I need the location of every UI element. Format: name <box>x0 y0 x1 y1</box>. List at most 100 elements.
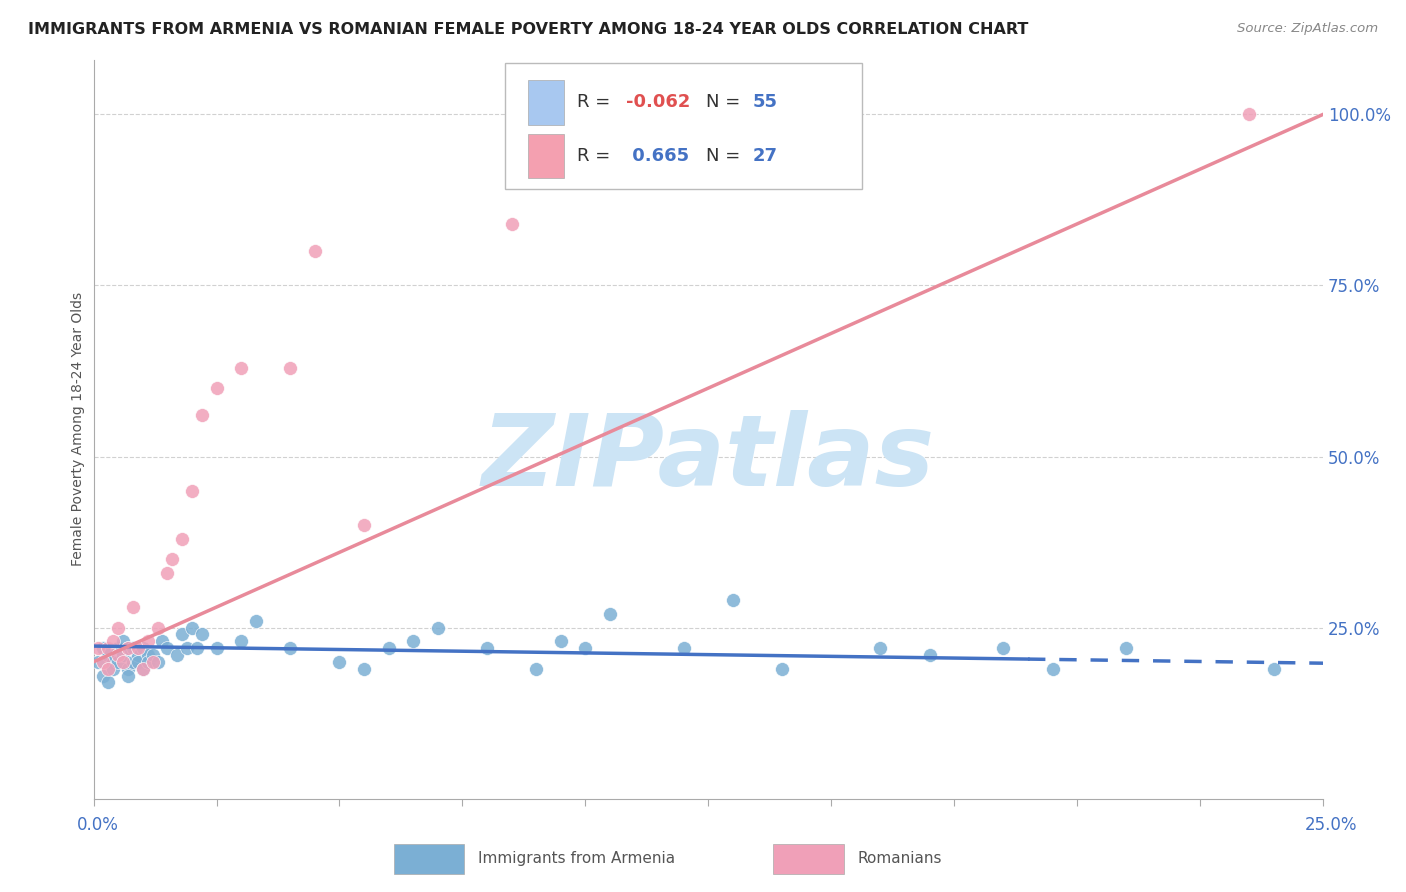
Text: R =: R = <box>576 94 616 112</box>
Bar <box>527 134 564 178</box>
Point <box>117 668 139 682</box>
Point <box>97 648 120 662</box>
Point <box>107 641 129 656</box>
Point <box>122 600 145 615</box>
Point <box>142 648 165 662</box>
Point <box>93 641 115 656</box>
Point <box>117 641 139 656</box>
Point <box>127 641 149 656</box>
Point <box>524 662 547 676</box>
Point <box>103 634 125 648</box>
Point <box>122 655 145 669</box>
Text: 55: 55 <box>752 94 778 112</box>
Point <box>191 627 214 641</box>
Point <box>501 217 523 231</box>
Point <box>475 641 498 656</box>
Point <box>97 675 120 690</box>
Point <box>132 662 155 676</box>
FancyBboxPatch shape <box>506 63 862 189</box>
Point <box>87 641 110 656</box>
Point <box>1239 107 1261 121</box>
Point <box>205 381 228 395</box>
Point <box>152 634 174 648</box>
Y-axis label: Female Poverty Among 18-24 Year Olds: Female Poverty Among 18-24 Year Olds <box>72 292 86 566</box>
Point <box>426 621 449 635</box>
Point <box>245 614 267 628</box>
Point <box>112 648 135 662</box>
Point <box>1263 662 1285 676</box>
Text: 25.0%: 25.0% <box>1305 816 1357 834</box>
Point <box>112 655 135 669</box>
Text: Romanians: Romanians <box>858 851 942 865</box>
Point <box>156 566 179 580</box>
Point <box>993 641 1015 656</box>
Point <box>402 634 425 648</box>
Point <box>181 621 204 635</box>
Point <box>328 655 350 669</box>
Text: N =: N = <box>706 94 747 112</box>
Point <box>132 641 155 656</box>
Point <box>107 648 129 662</box>
Point <box>103 655 125 669</box>
Text: N =: N = <box>706 146 747 165</box>
Point <box>146 621 169 635</box>
Point <box>132 662 155 676</box>
Text: -0.062: -0.062 <box>626 94 690 112</box>
Point <box>103 662 125 676</box>
Point <box>127 655 149 669</box>
Text: 0.665: 0.665 <box>626 146 689 165</box>
Point <box>229 360 252 375</box>
Point <box>122 641 145 656</box>
Point <box>136 634 159 648</box>
Bar <box>527 80 564 125</box>
Point <box>142 655 165 669</box>
Text: Immigrants from Armenia: Immigrants from Armenia <box>478 851 675 865</box>
Point <box>97 662 120 676</box>
Point <box>1115 641 1137 656</box>
Point <box>93 655 115 669</box>
Point <box>162 552 184 566</box>
Point <box>918 648 941 662</box>
Text: Source: ZipAtlas.com: Source: ZipAtlas.com <box>1237 22 1378 36</box>
Point <box>146 655 169 669</box>
Point <box>156 641 179 656</box>
Point <box>353 518 375 533</box>
Point <box>770 662 793 676</box>
Point <box>176 641 198 656</box>
Point <box>136 648 159 662</box>
Text: 27: 27 <box>752 146 778 165</box>
Point <box>721 593 744 607</box>
Point <box>93 668 115 682</box>
Point <box>186 641 208 656</box>
Point <box>672 641 695 656</box>
Point <box>107 655 129 669</box>
Point <box>1042 662 1064 676</box>
Point <box>181 483 204 498</box>
Point <box>87 655 110 669</box>
Point <box>205 641 228 656</box>
Point <box>869 641 891 656</box>
Point <box>107 621 129 635</box>
Point <box>127 648 149 662</box>
Point <box>229 634 252 648</box>
Point <box>172 627 194 641</box>
Point <box>172 532 194 546</box>
Point <box>550 634 572 648</box>
Point <box>353 662 375 676</box>
Point <box>574 641 596 656</box>
Point <box>599 607 621 621</box>
Point <box>377 641 399 656</box>
Point <box>117 641 139 656</box>
Text: IMMIGRANTS FROM ARMENIA VS ROMANIAN FEMALE POVERTY AMONG 18-24 YEAR OLDS CORRELA: IMMIGRANTS FROM ARMENIA VS ROMANIAN FEMA… <box>28 22 1029 37</box>
Point <box>278 641 301 656</box>
Point <box>112 634 135 648</box>
Point <box>166 648 188 662</box>
Point <box>278 360 301 375</box>
Point <box>136 655 159 669</box>
Text: R =: R = <box>576 146 616 165</box>
Text: ZIPatlas: ZIPatlas <box>482 410 935 508</box>
Point <box>117 662 139 676</box>
Point <box>304 244 326 259</box>
Text: 0.0%: 0.0% <box>77 816 120 834</box>
Point <box>97 641 120 656</box>
